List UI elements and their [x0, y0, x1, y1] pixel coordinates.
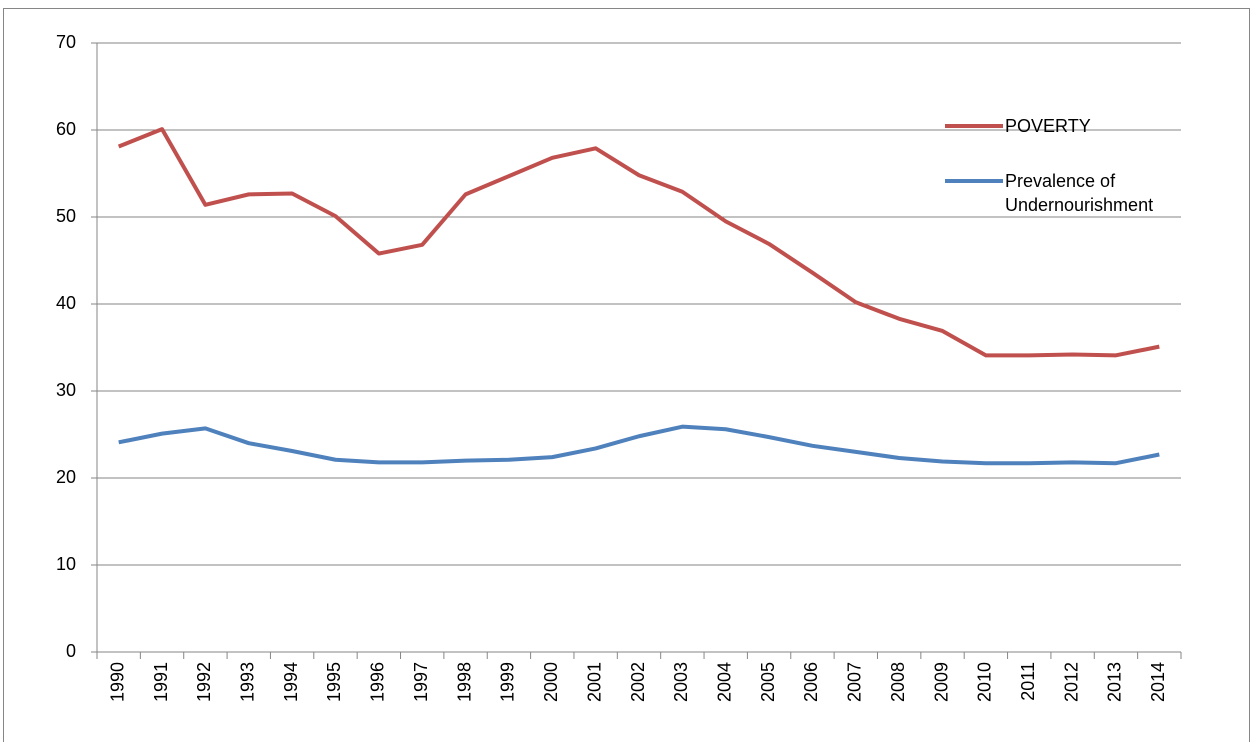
- series-line: [117, 127, 1160, 358]
- y-tick-label: 30: [56, 380, 76, 400]
- x-tick-label: 2004: [714, 662, 734, 702]
- x-tick-label: 2012: [1061, 662, 1081, 702]
- x-tick-label: 1998: [454, 662, 474, 702]
- legend-label: POVERTY: [1005, 116, 1091, 136]
- x-tick-label: 1999: [498, 662, 518, 702]
- chart-border: [3, 8, 1250, 742]
- x-tick-label: 1995: [324, 662, 344, 702]
- x-tick-label: 2013: [1105, 662, 1125, 702]
- x-tick-label: 2001: [584, 662, 604, 702]
- x-tick-label: 1991: [151, 662, 171, 702]
- x-tick-label: 1994: [281, 662, 301, 702]
- x-tick-label: 2002: [628, 662, 648, 702]
- x-tick-label: 1990: [107, 662, 127, 702]
- y-tick-label: 0: [66, 641, 76, 661]
- y-tick-label: 10: [56, 554, 76, 574]
- x-tick-label: 2005: [758, 662, 778, 702]
- x-tick-label: 1997: [411, 662, 431, 702]
- x-tick-label: 1992: [194, 662, 214, 702]
- x-tick-label: 2003: [671, 662, 691, 702]
- x-tick-label: 2007: [845, 662, 865, 702]
- y-tick-label: 70: [56, 32, 76, 52]
- x-tick-label: 2011: [1018, 662, 1038, 701]
- x-tick-label: 1996: [368, 662, 388, 702]
- x-tick-label: 2006: [801, 662, 821, 702]
- y-tick-label: 20: [56, 467, 76, 487]
- x-tick-label: 2010: [975, 662, 995, 702]
- x-tick-label: 2000: [541, 662, 561, 702]
- x-tick-label: 2009: [931, 662, 951, 702]
- x-tick-label: 1993: [238, 662, 258, 702]
- y-tick-label: 60: [56, 119, 76, 139]
- series-line: [118, 424, 1160, 466]
- y-tick-label: 50: [56, 206, 76, 226]
- x-tick-label: 2014: [1148, 662, 1168, 702]
- y-tick-label: 40: [56, 293, 76, 313]
- legend-label: Prevalence of Undernourishment: [1005, 171, 1154, 215]
- x-tick-label: 2008: [888, 662, 908, 702]
